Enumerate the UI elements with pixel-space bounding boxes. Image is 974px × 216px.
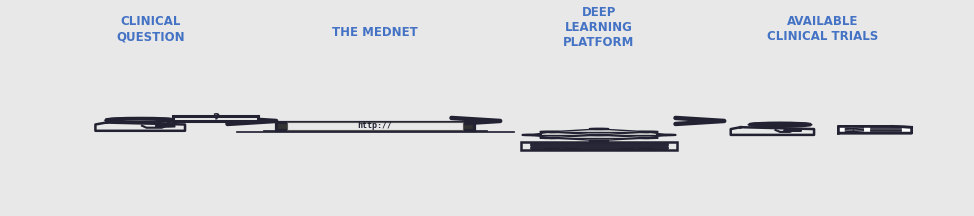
Ellipse shape bbox=[545, 148, 578, 150]
Ellipse shape bbox=[540, 137, 560, 138]
Ellipse shape bbox=[540, 131, 560, 132]
Text: http://: http:// bbox=[357, 121, 393, 130]
Bar bbox=[530, 144, 668, 145]
Text: THE MEDNET: THE MEDNET bbox=[332, 26, 418, 39]
Ellipse shape bbox=[620, 148, 653, 150]
Ellipse shape bbox=[656, 134, 676, 135]
FancyBboxPatch shape bbox=[172, 116, 258, 121]
Bar bbox=[520, 141, 677, 150]
Ellipse shape bbox=[106, 119, 174, 122]
Bar bbox=[263, 130, 487, 131]
Bar bbox=[530, 147, 668, 148]
Ellipse shape bbox=[638, 131, 658, 132]
Ellipse shape bbox=[750, 123, 810, 126]
Ellipse shape bbox=[589, 134, 609, 135]
FancyBboxPatch shape bbox=[287, 122, 463, 130]
Text: DEEP
LEARNING
PLATFORM: DEEP LEARNING PLATFORM bbox=[563, 6, 635, 49]
Text: ?: ? bbox=[211, 112, 219, 125]
Ellipse shape bbox=[638, 137, 658, 138]
Bar bbox=[236, 131, 514, 132]
FancyBboxPatch shape bbox=[277, 122, 473, 130]
Text: AVAILABLE
CLINICAL TRIALS: AVAILABLE CLINICAL TRIALS bbox=[768, 15, 879, 43]
Text: CLINICAL
QUESTION: CLINICAL QUESTION bbox=[117, 15, 185, 43]
Polygon shape bbox=[839, 126, 912, 133]
Ellipse shape bbox=[589, 140, 609, 141]
Ellipse shape bbox=[522, 134, 542, 135]
